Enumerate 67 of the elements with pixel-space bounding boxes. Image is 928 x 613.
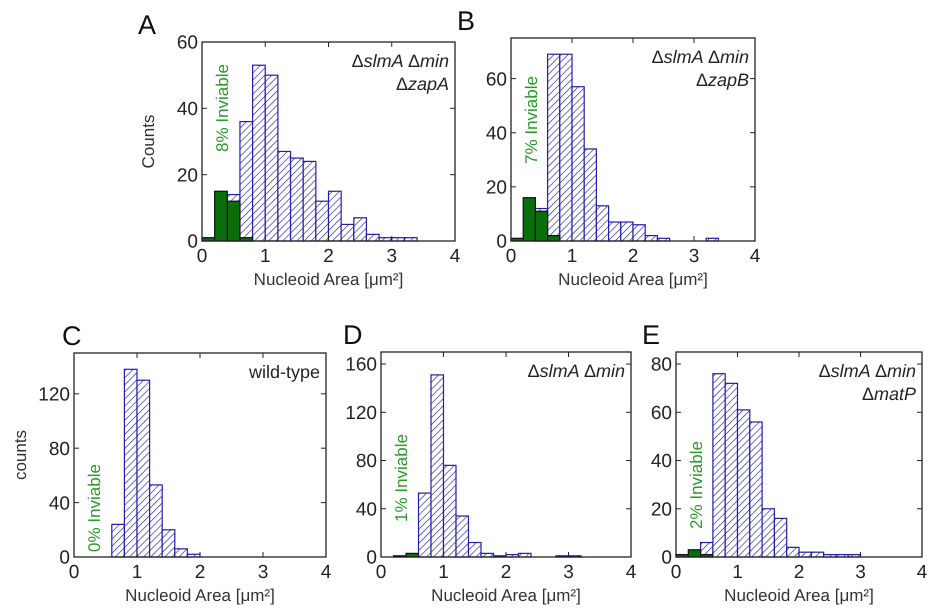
- chart-title: A: [138, 10, 156, 40]
- annotation: 1% Inviable: [392, 434, 411, 522]
- annotation: wild-type: [248, 362, 320, 382]
- annotation: ΔzapA: [396, 74, 449, 94]
- y-axis-title: Counts: [139, 114, 158, 168]
- y-tick-label: 40: [176, 98, 198, 120]
- y-tick-label: 40: [48, 493, 70, 514]
- x-axis-title: Nucleoid Area [μm²]: [724, 586, 874, 605]
- x-tick-label: 2: [628, 246, 638, 267]
- y-tick-label: 20: [176, 165, 198, 186]
- x-tick-label: 2: [500, 562, 512, 583]
- y-tick-label: 80: [48, 438, 70, 460]
- y-tick-label: 40: [650, 451, 672, 472]
- x-axis-title: Nucleoid Area [μm²]: [254, 270, 404, 289]
- y-tick-label: 60: [176, 32, 198, 54]
- x-tick-label: 4: [626, 562, 637, 583]
- annotation: 2% Inviable: [687, 441, 706, 529]
- x-axis-title: Nucleoid Area [μm²]: [558, 270, 708, 289]
- x-tick-label: 3: [386, 246, 398, 267]
- annotation: ΔslmA Δmin: [352, 51, 449, 71]
- x-tick-label: 1: [732, 562, 743, 583]
- x-tick-label: 4: [916, 562, 928, 583]
- annotation: ΔslmA Δmin: [818, 361, 916, 381]
- y-tick-label: 0: [366, 548, 377, 569]
- x-tick-label: 4: [320, 562, 332, 583]
- y-tick-label: 40: [486, 123, 507, 144]
- y-tick-label: 0: [661, 548, 672, 569]
- y-tick-label: 20: [486, 178, 507, 199]
- annotation: 7% Inviable: [522, 76, 541, 164]
- x-tick-label: 1: [438, 562, 449, 583]
- y-tick-label: 20: [650, 499, 672, 520]
- y-tick-label: 0: [496, 232, 507, 253]
- y-tick-label: 80: [356, 451, 377, 472]
- x-tick-label: 4: [450, 246, 461, 267]
- y-tick-label: 80: [650, 354, 672, 376]
- y-tick-label: 60: [486, 69, 507, 90]
- x-tick-label: 2: [194, 562, 206, 583]
- x-axis-title: Nucleoid Area [μm²]: [431, 586, 581, 605]
- y-tick-label: 60: [650, 402, 672, 424]
- annotation: ΔslmA Δmin: [528, 361, 625, 381]
- x-tick-label: 4: [750, 246, 761, 267]
- annotation: ΔslmA Δmin: [652, 47, 749, 67]
- y-tick-label: 120: [345, 402, 377, 424]
- chart-title: E: [642, 320, 660, 350]
- x-tick-label: 2: [323, 246, 334, 267]
- x-axis-title: Nucleoid Area [μm²]: [125, 586, 275, 605]
- x-tick-label: 1: [566, 246, 578, 267]
- x-tick-label: 3: [855, 562, 866, 583]
- x-tick-label: 1: [132, 562, 142, 583]
- x-tick-label: 2: [794, 562, 804, 583]
- chart-title: D: [343, 320, 362, 350]
- x-tick-label: 3: [688, 246, 700, 267]
- chart-title: B: [457, 6, 476, 36]
- annotation: ΔzapB: [696, 70, 749, 90]
- y-tick-label: 0: [187, 232, 198, 253]
- y-tick-label: 40: [356, 499, 377, 520]
- x-tick-label: 3: [258, 562, 268, 583]
- y-tick-label: 0: [59, 548, 70, 569]
- x-tick-label: 3: [563, 562, 574, 583]
- y-tick-label: 120: [38, 384, 70, 406]
- y-tick-label: 160: [345, 354, 377, 376]
- annotation: 8% Inviable: [213, 64, 232, 152]
- annotation: 0% Inviable: [85, 464, 104, 552]
- x-tick-label: 1: [260, 246, 271, 267]
- annotation: ΔmatP: [862, 384, 916, 404]
- chart-title: C: [62, 321, 82, 351]
- y-axis-title: counts: [11, 430, 30, 480]
